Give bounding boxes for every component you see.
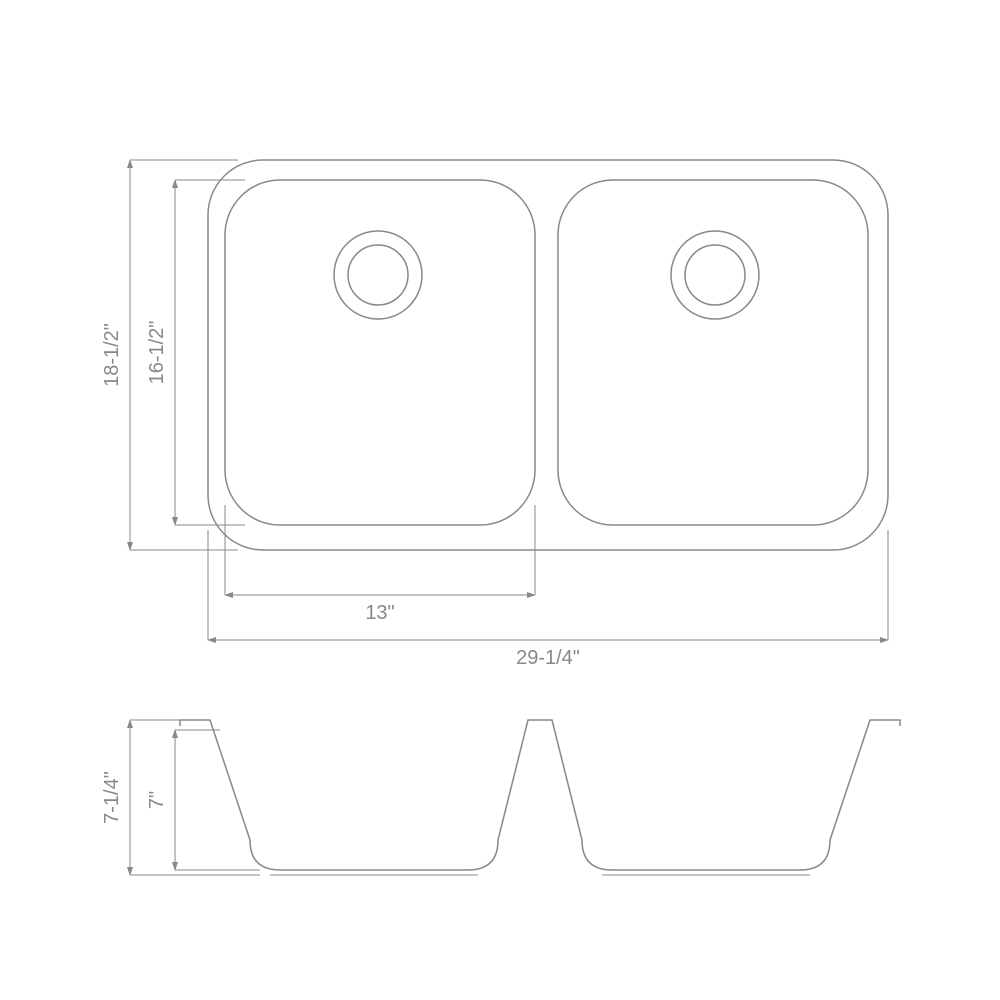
svg-text:7": 7" xyxy=(146,791,168,809)
sink-technical-drawing: 18-1/2" 16-1/2" 13" 29-1/4" 7-1/4" xyxy=(0,0,1000,1000)
svg-text:29-1/4": 29-1/4" xyxy=(516,647,580,669)
dim-bowl-width: 13" xyxy=(225,505,535,624)
drain-right-inner xyxy=(685,245,745,305)
sink-outer-perimeter xyxy=(208,160,888,550)
drain-right-outer xyxy=(671,231,759,319)
side-view xyxy=(180,720,900,875)
dim-outer-height: 18-1/2" xyxy=(101,160,238,550)
dim-outer-width: 29-1/4" xyxy=(208,530,888,669)
svg-text:7-1/4": 7-1/4" xyxy=(101,771,123,824)
drain-left-outer xyxy=(334,231,422,319)
svg-text:16-1/2": 16-1/2" xyxy=(146,321,168,385)
dim-bowl-depth: 7" xyxy=(146,730,260,870)
svg-text:13": 13" xyxy=(365,602,394,624)
dim-bowl-height: 16-1/2" xyxy=(146,180,245,525)
svg-text:18-1/2": 18-1/2" xyxy=(101,323,123,387)
drain-left-inner xyxy=(348,245,408,305)
